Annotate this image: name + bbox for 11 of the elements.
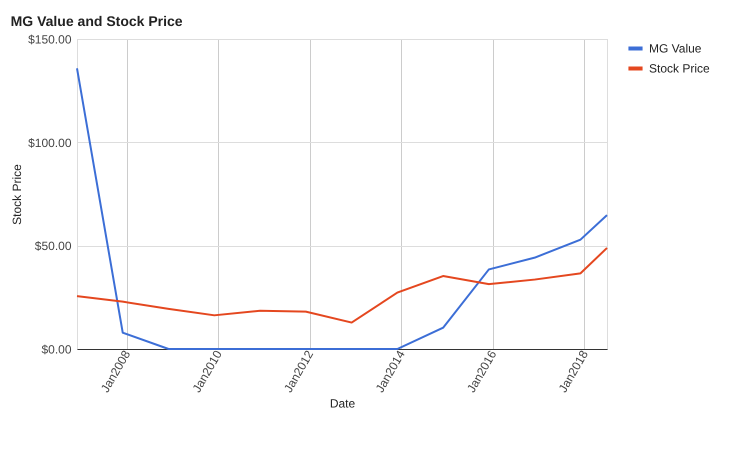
y-tick-label: $0.00 [41,342,72,356]
line-series [76,246,608,324]
x-axis-title: Date [330,396,356,410]
y-tick-label: $50.00 [34,239,72,254]
legend-label: Stock Price [649,62,710,76]
y-tick-label: $150.00 [28,32,72,46]
line-series [76,67,608,350]
y-tick-label: $100.00 [28,136,72,150]
legend-label: MG Value [649,42,702,56]
y-axis-title: Stock Price [10,164,24,225]
chart-title: MG Value and Stock Price [10,13,183,29]
